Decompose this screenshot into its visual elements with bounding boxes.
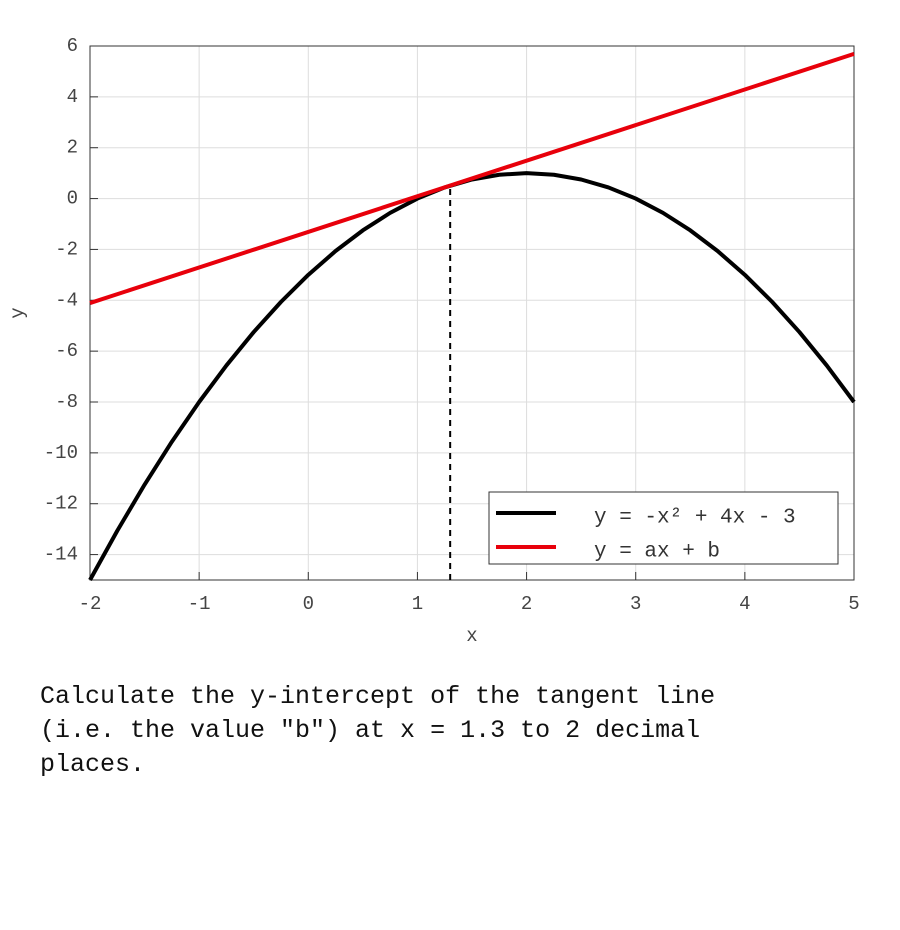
legend-box xyxy=(488,491,839,565)
legend-label: y = ax + b xyxy=(594,541,720,564)
x-axis-label: x xyxy=(466,625,477,647)
x-tick-label: 0 xyxy=(303,593,314,615)
x-tick-label: 3 xyxy=(630,593,641,615)
x-tick-label: 2 xyxy=(521,593,532,615)
series-line xyxy=(89,51,855,305)
y-tick-label: -12 xyxy=(44,493,78,515)
y-tick-label: 4 xyxy=(67,86,78,108)
y-tick-label: -8 xyxy=(55,391,78,413)
question: Calculate the y-intercept of the tangent… xyxy=(40,682,716,779)
y-tick-label: 6 xyxy=(67,35,78,57)
y-tick-label: 2 xyxy=(67,137,78,159)
x-tick-label: 5 xyxy=(848,593,859,615)
y-tick-label: -2 xyxy=(55,238,78,260)
x-tick-label: -1 xyxy=(188,593,211,615)
plot-frame xyxy=(89,45,855,581)
legend-label: y = -x² + 4x - 3 xyxy=(594,507,796,530)
y-tick-label: -10 xyxy=(44,442,78,464)
y-tick-label: -6 xyxy=(55,340,78,362)
x-tick-label: 1 xyxy=(412,593,423,615)
y-tick-label: -4 xyxy=(55,289,78,311)
x-tick-label: -2 xyxy=(79,593,102,615)
x-tick-label: 4 xyxy=(739,593,750,615)
y-axis-label: y xyxy=(7,307,29,318)
y-tick-label: -14 xyxy=(44,544,78,566)
y-tick-label: 0 xyxy=(67,188,78,210)
